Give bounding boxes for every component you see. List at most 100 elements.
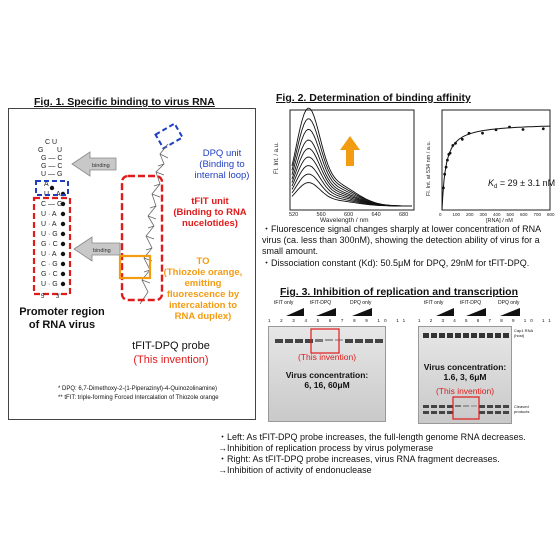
svg-text:G — C: G — C bbox=[41, 155, 62, 162]
binding-point bbox=[444, 165, 448, 169]
binding-point bbox=[446, 158, 449, 162]
fig1-title: Fig. 1. Specific binding to virus RNA bbox=[34, 96, 215, 108]
probe-label: tFIT-DPQ probe bbox=[132, 340, 210, 352]
svg-text:G — C: G — C bbox=[41, 163, 62, 170]
binding-point bbox=[454, 141, 457, 145]
binding-label-2: binding bbox=[93, 248, 111, 254]
promoter-label: Promoter region of RNA virus bbox=[19, 306, 105, 331]
svg-text:U · A: U · A bbox=[41, 211, 57, 218]
left-gel-conc-values: 6, 16, 60μM bbox=[304, 380, 350, 390]
right-gel-conc-label: Virus concentration: bbox=[423, 362, 507, 372]
note-right: ・Right: As tFIT-DPQ probe increases, vir… bbox=[218, 454, 500, 464]
fig2-title: Fig. 2. Determination of binding affinit… bbox=[276, 92, 471, 104]
spectrum-xtick: 600 bbox=[344, 212, 353, 218]
fig2-bullet-2: ・Dissociation constant (Kd): 50.5μM for … bbox=[262, 258, 530, 268]
binding-xtick: 200 bbox=[466, 212, 474, 217]
left-gel-header-tfit: tFIT only bbox=[274, 300, 294, 306]
svg-text:A: A bbox=[56, 191, 61, 198]
footnote-dpq: * DPQ: 6,7-Dimethoxy-2-(1-Piperazinyl)-4… bbox=[58, 386, 218, 392]
binding-point bbox=[442, 186, 445, 190]
spectrum-xtick: 680 bbox=[399, 212, 408, 218]
spectrum-xtick: 640 bbox=[372, 212, 381, 218]
left-gel-header-dpq: DPQ only bbox=[350, 300, 372, 306]
right-gel-header-dpq: DPQ only bbox=[498, 300, 520, 306]
probe-molecule bbox=[139, 143, 169, 305]
svg-text:U · A: U · A bbox=[41, 251, 57, 258]
left-gel-header-tfitdpq: tFIT-DPQ bbox=[310, 300, 332, 306]
binding-point bbox=[451, 144, 455, 147]
to-box bbox=[118, 254, 152, 280]
spectrum-line bbox=[291, 182, 412, 207]
binding-xtick: 800 bbox=[547, 212, 555, 217]
increase-arrow-icon bbox=[340, 136, 360, 166]
left-gel-conc-label: Virus concentration: bbox=[285, 370, 369, 380]
svg-text:G · C: G · C bbox=[41, 271, 58, 278]
cap-rna-label: Cap1 RNA (host) bbox=[514, 328, 534, 338]
svg-text:C U: C U bbox=[45, 139, 57, 146]
binding-point bbox=[494, 128, 498, 132]
binding-xlabel: [RNA] / nM bbox=[486, 218, 513, 224]
spectrum-ylabel: Fl. Int. / a.u. bbox=[274, 142, 280, 174]
fig3-title: Fig. 3. Inhibition of replication and tr… bbox=[280, 286, 519, 298]
fig2-bullet-1: ・Fluorescence signal changes sharply at … bbox=[262, 224, 541, 256]
binding-xtick: 500 bbox=[507, 212, 515, 217]
binding-curve-plot: 0 100 200 300 400 500 600 700 800 Fl. Int. at 53… bbox=[426, 109, 555, 224]
binding-point bbox=[481, 131, 484, 135]
binding-xtick: 700 bbox=[534, 212, 542, 217]
binding-arrow-2: binding bbox=[73, 236, 121, 262]
right-gel-header-tfit: tFIT only bbox=[424, 300, 444, 306]
right-gel-invention: (This invention) bbox=[435, 386, 495, 396]
spectrum-xtick: 560 bbox=[317, 212, 326, 218]
svg-text:C — G: C — G bbox=[41, 201, 62, 208]
svg-text:U: U bbox=[57, 147, 62, 154]
binding-arrow-1: binding bbox=[71, 151, 117, 177]
svg-text:U — G: U — G bbox=[41, 171, 62, 178]
left-gel-lanes: 1 2 3 4 5 6 7 8 9 10 11 bbox=[268, 318, 410, 323]
left-gel-image bbox=[268, 326, 386, 422]
svg-text:U · G: U · G bbox=[41, 231, 58, 238]
rna-5prime-label: 5' bbox=[41, 294, 45, 300]
right-gel-header-tfitdpq: tFIT-DPQ bbox=[460, 300, 482, 306]
dpq-unit-box bbox=[154, 122, 184, 150]
rna-3prime-label: 3' bbox=[56, 294, 60, 300]
left-gel-header: tFIT only tFIT-DPQ DPQ only 1 2 3 4 5 6 … bbox=[264, 300, 405, 326]
binding-xtick: 300 bbox=[480, 212, 488, 217]
binding-point bbox=[467, 131, 471, 135]
right-gel-lanes: 1 2 3 4 5 6 7 8 9 10 11 bbox=[418, 318, 555, 323]
binding-point bbox=[521, 128, 525, 131]
fig1-panel bbox=[8, 108, 256, 420]
left-gel-invention: (This invention) bbox=[297, 352, 357, 362]
tfit-unit-box bbox=[120, 174, 164, 302]
binding-xtick: 400 bbox=[493, 212, 501, 217]
binding-xtick: 100 bbox=[453, 212, 461, 217]
dpq-unit-label: DPQ unit (Binding to internal loop) bbox=[194, 148, 250, 181]
kd-annotation: Kd = 29 ± 3.1 nM bbox=[488, 178, 555, 190]
svg-text:A: A bbox=[44, 181, 49, 188]
svg-text:U · G: U · G bbox=[41, 281, 58, 288]
right-gel-header: tFIT only tFIT-DPQ DPQ only 1 2 3 4 5 6 … bbox=[416, 300, 551, 326]
note-left: ・Left: As tFIT-DPQ probe increases, the … bbox=[218, 432, 526, 442]
probe-invention-label: (This invention) bbox=[133, 354, 209, 366]
svg-text:G: G bbox=[38, 147, 43, 154]
right-gel-image bbox=[418, 326, 512, 424]
spectrum-line bbox=[291, 165, 412, 207]
binding-point bbox=[448, 151, 452, 155]
binding-point bbox=[508, 125, 511, 129]
binding-label-1: binding bbox=[92, 163, 110, 169]
svg-text:G · C: G · C bbox=[41, 241, 58, 248]
note-right-result: →Inhibition of activity of endonuclease bbox=[218, 465, 372, 475]
spectrum-xlabel: Wavelength / nm bbox=[320, 217, 369, 224]
bottom-notes: ・Left: As tFIT-DPQ probe increases, the … bbox=[218, 432, 554, 476]
binding-point bbox=[443, 172, 447, 176]
binding-xtick: 600 bbox=[520, 212, 528, 217]
svg-text:U · A: U · A bbox=[41, 221, 57, 228]
spectrum-xtick: 520 bbox=[289, 212, 298, 218]
svg-text:C · G: C · G bbox=[41, 261, 58, 268]
binding-point bbox=[541, 127, 545, 131]
footnote-tfit: ** tFIT: triple-forming Forced Intercala… bbox=[58, 395, 219, 401]
binding-ylabel: Fl. Int. at 534 nm / a.u. bbox=[426, 141, 432, 196]
spectrum-line bbox=[291, 173, 412, 207]
right-gel-conc-values: 1.6, 3, 6μM bbox=[443, 372, 487, 382]
